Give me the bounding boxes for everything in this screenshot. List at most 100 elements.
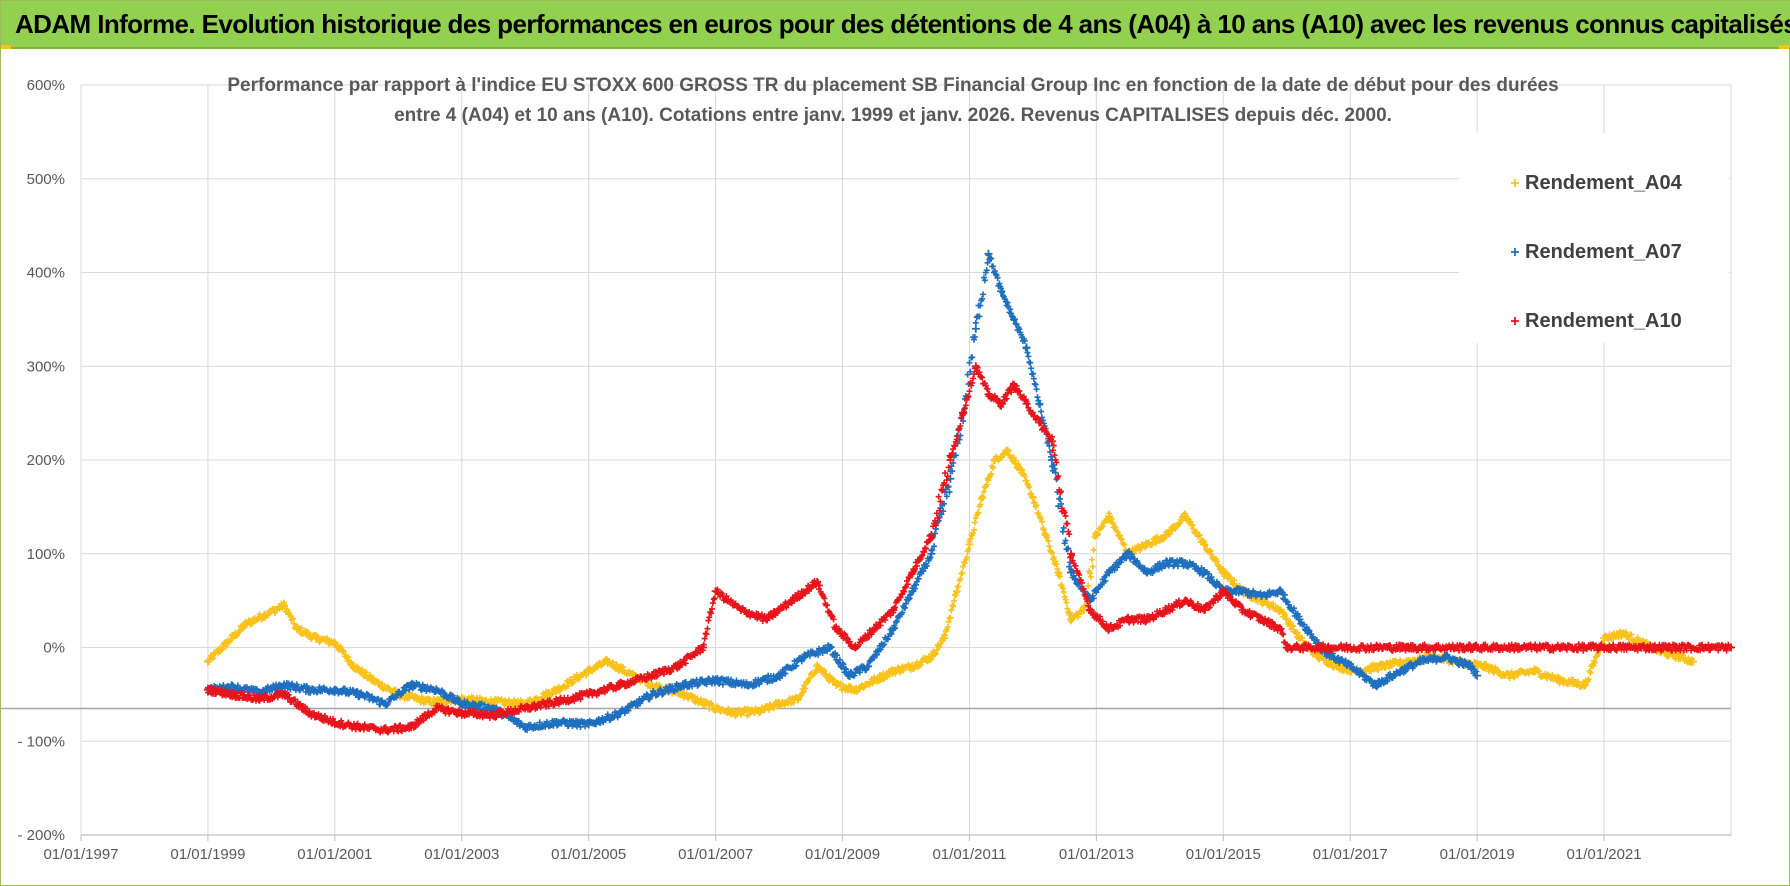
data-point [1067,615,1075,624]
series-mark [1038,518,1045,525]
series-mark [843,666,850,673]
data-point [927,652,936,661]
data-point [832,681,841,689]
x-tick-label: 01/01/2003 [424,846,499,863]
series-mark [340,649,347,656]
series-mark [1270,600,1277,607]
series-mark [770,705,777,712]
data-point [1181,512,1190,521]
series-mark [1088,556,1095,563]
data-point [1219,568,1228,577]
series-mark [1348,669,1355,676]
series-mark [564,683,571,690]
y-axis: 600%500%400%300%200%100%0%- 100%- 200% [17,77,65,844]
series-mark [1294,629,1301,636]
series-mark [1388,662,1395,669]
series-mark [1028,490,1035,497]
series-mark [877,646,884,653]
data-point [1200,540,1209,549]
data-point [1600,634,1609,643]
series-mark [1048,549,1055,556]
series-mark [1114,528,1121,535]
series-mark [949,602,956,609]
series-mark [975,509,982,516]
data-point [1479,662,1488,671]
data-point [222,638,231,647]
series-mark [1063,599,1070,606]
series-mark [549,690,556,697]
series-mark [1053,561,1060,568]
series-mark [548,691,555,698]
data-point [794,695,803,704]
data-point [730,709,739,718]
series-mark [990,464,997,471]
series-mark [970,529,977,536]
series-mark [305,629,312,636]
data-point [368,676,377,685]
series-mark [1067,609,1074,616]
series-mark [1592,659,1599,666]
series-mark [560,716,567,723]
series-mark [967,536,974,543]
series-mark [837,680,844,687]
series-mark [1045,538,1052,545]
series-mark [1021,473,1028,480]
series-mark [515,718,522,725]
data-point [426,697,435,706]
series-mark [339,689,346,696]
series-mark [944,624,951,631]
series-mark [945,618,952,625]
series-mark [793,662,800,669]
series-mark [893,618,900,625]
data-point [756,707,765,716]
series-mark [1585,676,1592,683]
data-point [1016,465,1025,474]
x-tick-label: 01/01/2019 [1440,846,1515,863]
data-point [1314,652,1323,661]
data-point [1162,531,1171,539]
data-point [990,456,999,464]
data-point [242,620,250,629]
series-mark [1087,570,1094,577]
series-mark [703,681,710,688]
x-tick-label: 01/01/2021 [1567,846,1642,863]
series-mark [802,685,809,692]
y-tick-label: - 100% [17,733,65,750]
series-mark [1214,562,1221,569]
x-tick-label: 01/01/1999 [170,846,245,863]
series-mark [1511,674,1518,681]
series-mark [840,661,847,668]
series-mark [790,699,797,706]
series-mark [543,694,550,701]
series-mark [1231,577,1238,584]
legend-label: Rendement_A10 [1525,310,1682,332]
data-point [978,493,987,502]
series-mark [1089,563,1096,570]
data-point [1003,446,1012,455]
data-point [261,610,270,619]
series-mark [1219,565,1226,572]
series-mark [834,652,841,659]
series-mark [337,643,344,650]
series-mark [999,454,1006,461]
series-mark [836,656,843,663]
data-point [1028,493,1037,502]
series-mark [913,659,920,666]
data-point [940,634,949,643]
series-mark [1187,518,1194,525]
x-tick-label: 01/01/2011 [932,846,1006,863]
data-point [330,638,339,647]
series-mark [1087,573,1094,580]
series-mark [888,630,895,637]
series-mark [1200,538,1207,545]
data-point [1054,568,1063,577]
series-mark [947,614,954,621]
series-mark [1290,622,1297,629]
data-point [552,685,561,694]
data-point [1276,606,1285,614]
series-mark [959,570,966,577]
series-mark [1012,457,1019,464]
series-mark [965,546,972,553]
data-point [1143,540,1152,549]
